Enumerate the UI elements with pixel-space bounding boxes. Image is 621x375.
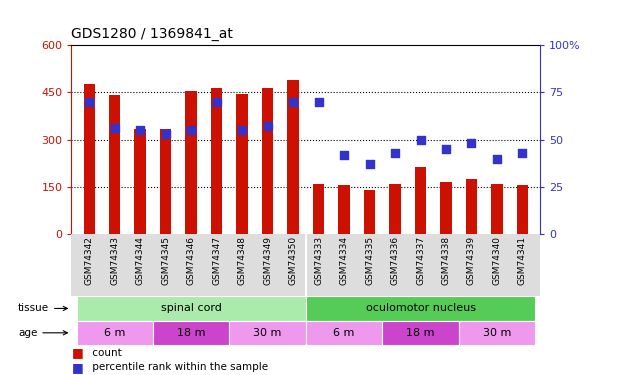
Text: GSM74343: GSM74343 [111, 236, 119, 285]
Bar [186, 91, 197, 234]
Text: GSM74333: GSM74333 [314, 236, 323, 285]
Point [186, 127, 196, 133]
Text: GDS1280 / 1369841_at: GDS1280 / 1369841_at [71, 27, 233, 41]
Text: GSM74336: GSM74336 [391, 236, 399, 285]
Point [212, 99, 222, 105]
Text: GSM74339: GSM74339 [467, 236, 476, 285]
Point [288, 99, 298, 105]
Bar [237, 94, 248, 234]
Text: 30 m: 30 m [253, 328, 282, 338]
Text: 6 m: 6 m [333, 328, 355, 338]
Text: 30 m: 30 m [483, 328, 511, 338]
Bar [440, 182, 451, 234]
Text: percentile rank within the sample: percentile rank within the sample [89, 362, 268, 372]
Bar [135, 129, 146, 234]
Bar [517, 186, 528, 234]
Bar [211, 88, 222, 234]
Text: GSM74342: GSM74342 [84, 236, 94, 285]
Text: GSM74340: GSM74340 [492, 236, 501, 285]
Text: 18 m: 18 m [406, 328, 435, 338]
Point [441, 146, 451, 152]
Text: GSM74345: GSM74345 [161, 236, 170, 285]
Text: GSM74335: GSM74335 [365, 236, 374, 285]
Text: GSM74344: GSM74344 [136, 236, 145, 285]
Text: GSM74347: GSM74347 [212, 236, 221, 285]
Point [110, 125, 120, 131]
Bar [491, 184, 502, 234]
Bar [109, 96, 120, 234]
Bar [262, 88, 273, 234]
Text: oculomotor nucleus: oculomotor nucleus [366, 303, 476, 313]
Text: GSM74338: GSM74338 [442, 236, 450, 285]
Text: GSM74350: GSM74350 [289, 236, 297, 285]
Bar [383, 321, 459, 345]
Point [390, 150, 400, 156]
Text: GSM74348: GSM74348 [238, 236, 247, 285]
Bar [76, 296, 306, 321]
Bar [338, 186, 350, 234]
Bar [415, 166, 426, 234]
Text: spinal cord: spinal cord [161, 303, 222, 313]
Point [84, 99, 94, 105]
Text: count: count [89, 348, 122, 358]
Point [135, 127, 145, 133]
Bar [83, 84, 95, 234]
Bar [306, 296, 535, 321]
Bar [459, 321, 535, 345]
Text: GSM74337: GSM74337 [416, 236, 425, 285]
Text: ■: ■ [71, 361, 83, 374]
Point [466, 141, 476, 147]
Bar [288, 80, 299, 234]
Point [517, 150, 527, 156]
Point [365, 161, 374, 167]
Bar [76, 321, 153, 345]
Bar [466, 179, 477, 234]
Point [339, 152, 349, 158]
Text: tissue: tissue [18, 303, 68, 313]
Bar [160, 129, 171, 234]
Text: 6 m: 6 m [104, 328, 125, 338]
Bar [306, 321, 383, 345]
Bar [313, 184, 324, 234]
Point [263, 123, 273, 129]
Text: age: age [18, 328, 68, 338]
Bar [389, 184, 401, 234]
Text: 18 m: 18 m [177, 328, 206, 338]
Point [237, 127, 247, 133]
Point [314, 99, 324, 105]
Point [492, 156, 502, 162]
Point [415, 137, 425, 143]
Text: ■: ■ [71, 346, 83, 359]
Bar [229, 321, 306, 345]
Text: GSM74334: GSM74334 [340, 236, 348, 285]
Text: GSM74349: GSM74349 [263, 236, 272, 285]
Text: GSM74346: GSM74346 [187, 236, 196, 285]
Bar [364, 190, 375, 234]
Bar [153, 321, 229, 345]
Text: GSM74341: GSM74341 [518, 236, 527, 285]
Point [161, 131, 171, 137]
